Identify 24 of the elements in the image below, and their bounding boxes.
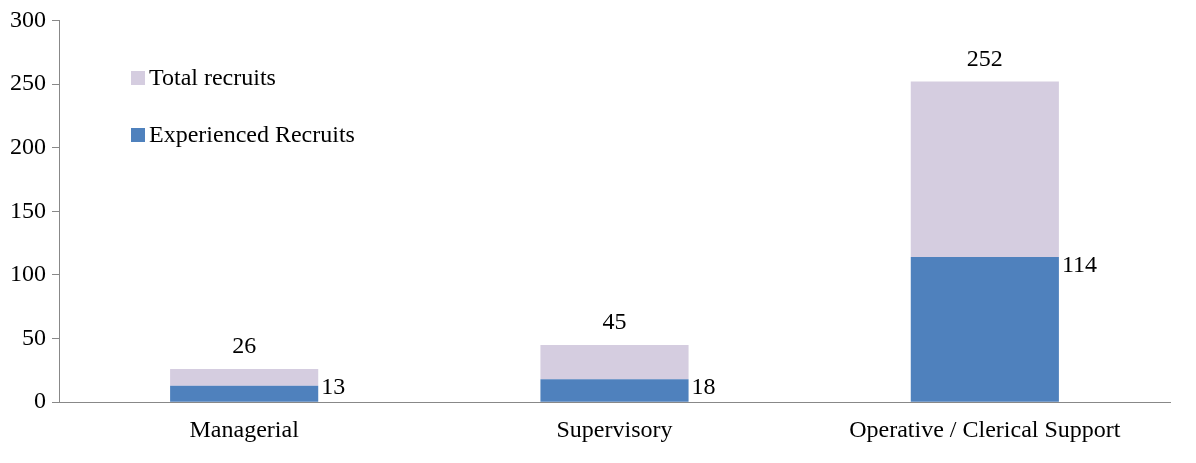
- bar: [170, 385, 319, 402]
- data-label: 18: [691, 373, 716, 399]
- y-tick-label: 50: [22, 323, 46, 350]
- legend-label: Total recruits: [149, 64, 276, 92]
- total-label: 26: [232, 332, 257, 359]
- y-tick-label: 150: [10, 196, 46, 223]
- x-tick-label: Managerial: [189, 415, 300, 442]
- bar: [170, 369, 319, 386]
- x-tick-label: Supervisory: [556, 415, 673, 442]
- bar: [910, 257, 1059, 402]
- y-tick-label: 250: [10, 69, 46, 96]
- bar: [540, 379, 689, 402]
- x-tick-label: Operative / Clerical Support: [849, 415, 1121, 442]
- y-tick-label: 200: [10, 132, 46, 159]
- y-tick-label: 100: [10, 260, 46, 287]
- bar: [540, 344, 689, 380]
- data-label: 114: [1061, 251, 1098, 278]
- legend-label: Experienced Recruits: [149, 121, 355, 149]
- total-label: 45: [602, 308, 627, 335]
- bar: [910, 81, 1059, 258]
- y-tick-label: 300: [10, 5, 46, 32]
- y-tick-label: 0: [34, 387, 46, 414]
- data-label: 13: [321, 373, 346, 399]
- total-label: 252: [966, 44, 1003, 71]
